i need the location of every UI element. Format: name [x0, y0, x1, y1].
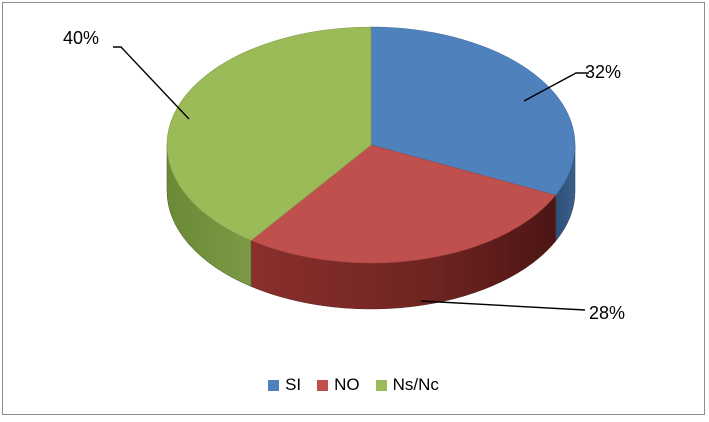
label-no: 28% — [589, 303, 625, 323]
label-si: 32% — [585, 62, 621, 82]
legend-label-nsnc: Ns/Nc — [392, 375, 439, 394]
legend-label-no: NO — [334, 375, 360, 394]
data-labels: 32% 28% 40% — [63, 28, 625, 323]
label-nsnc: 40% — [63, 28, 99, 48]
chart-frame: 32% 28% 40% SI NO Ns/Nc — [2, 2, 705, 415]
slice-nsnc — [166, 26, 372, 241]
leader-lines — [113, 46, 589, 311]
legend-swatch-si — [268, 379, 280, 391]
slice-no — [250, 144, 557, 264]
pie-chart: 32% 28% 40% — [63, 26, 625, 323]
legend: SI NO Ns/Nc — [3, 375, 704, 395]
leader-line-nsnc — [113, 46, 190, 120]
pie-tops — [166, 26, 576, 264]
legend-item-si: SI — [268, 375, 301, 395]
legend-swatch-no — [317, 379, 329, 391]
leader-line-no — [420, 300, 586, 311]
legend-item-no: NO — [317, 375, 360, 395]
legend-label-si: SI — [285, 375, 302, 394]
legend-swatch-nsnc — [375, 379, 387, 391]
slice-si — [370, 26, 576, 196]
legend-item-nsnc: Ns/Nc — [375, 375, 439, 395]
leader-line-si — [523, 72, 589, 102]
